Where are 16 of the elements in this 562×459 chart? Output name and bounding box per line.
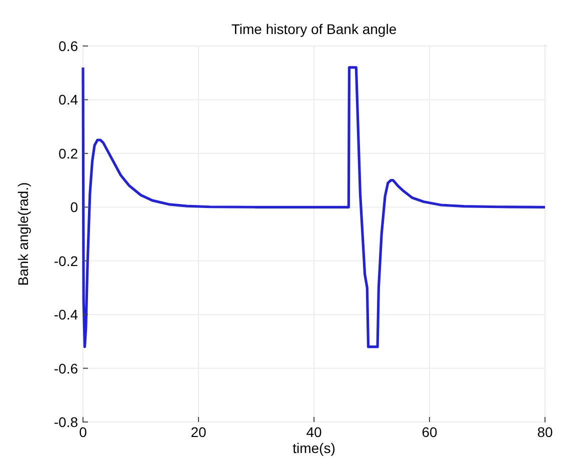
y-tick-label: 0.2 bbox=[58, 145, 78, 162]
x-tick-label: 40 bbox=[306, 424, 322, 440]
line-series bbox=[82, 66, 546, 348]
y-tick-label: 0.4 bbox=[58, 92, 78, 108]
y-tick-label: 0 bbox=[70, 199, 78, 216]
y-tick-label: -0.4 bbox=[54, 306, 78, 323]
chart-title: Time history of Bank angle bbox=[231, 21, 397, 37]
x-tick-label: 80 bbox=[537, 424, 553, 440]
y-axis-title: Bank angle(rad.) bbox=[15, 182, 31, 286]
y-tick-label: 0.6 bbox=[58, 38, 78, 54]
x-axis-title: time(s) bbox=[292, 440, 336, 456]
y-tick-label: -0.2 bbox=[54, 252, 78, 269]
y-tick-label: -0.6 bbox=[54, 360, 78, 376]
x-tick-label: 60 bbox=[422, 424, 438, 440]
x-tick-label: 20 bbox=[190, 424, 206, 440]
y-tick-label: -0.8 bbox=[54, 414, 78, 430]
